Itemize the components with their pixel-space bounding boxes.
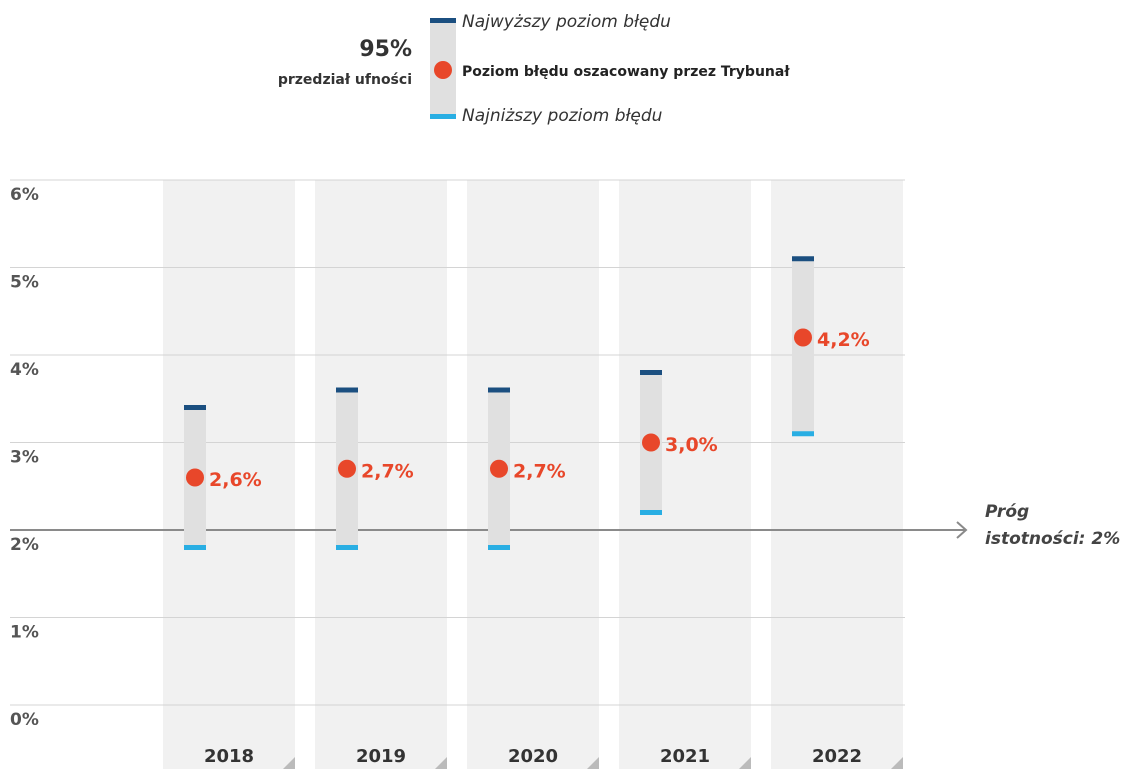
value-label: 3,0% <box>665 434 718 456</box>
y-tick-label: 5% <box>10 273 39 293</box>
band-corner <box>587 757 599 769</box>
lower-cap <box>184 545 206 550</box>
band-corner <box>739 757 751 769</box>
y-tick-label: 2% <box>10 535 39 555</box>
legend-confidence: 95% <box>359 37 412 62</box>
lower-cap <box>488 545 510 550</box>
estimate-dot <box>642 433 660 452</box>
y-tick-label: 6% <box>10 185 39 205</box>
x-tick-label: 2018 <box>204 746 254 767</box>
band-corner <box>435 757 447 769</box>
value-label: 2,6% <box>209 469 262 491</box>
x-tick-label: 2021 <box>660 746 710 767</box>
legend-lower <box>430 114 456 119</box>
x-tick-label: 2019 <box>356 746 406 767</box>
column-band <box>771 180 903 769</box>
value-label: 4,2% <box>817 329 870 351</box>
legend-entry: Poziom błędu oszacowany przez Trybunał <box>462 64 790 80</box>
band-corner <box>283 757 295 769</box>
upper-cap <box>336 387 358 393</box>
lower-cap <box>336 545 358 550</box>
legend-entry: Najwyższy poziom błędu <box>462 12 671 32</box>
legend-confidence-label: przedział ufności <box>278 72 412 88</box>
y-tick-label: 3% <box>10 448 39 468</box>
lower-cap <box>640 510 662 515</box>
y-tick-label: 1% <box>10 623 39 643</box>
estimate-dot <box>490 459 508 478</box>
legend-entry: Najniższy poziom błędu <box>462 106 663 126</box>
y-tick-label: 4% <box>10 360 39 380</box>
upper-cap <box>184 405 206 410</box>
estimate-dot <box>794 328 812 347</box>
x-tick-label: 2020 <box>508 746 558 767</box>
upper-cap <box>488 387 510 393</box>
x-tick-label: 2022 <box>812 746 862 767</box>
threshold-label: istotności: 2% <box>985 529 1120 549</box>
threshold-label: Próg <box>985 502 1029 522</box>
upper-cap <box>792 256 814 262</box>
y-tick-label: 0% <box>10 710 39 730</box>
estimate-dot <box>338 459 356 478</box>
upper-cap <box>640 370 662 375</box>
legend-dot <box>434 61 452 79</box>
lower-cap <box>792 431 814 437</box>
column-band <box>619 180 751 769</box>
legend-upper <box>430 18 456 23</box>
value-label: 2,7% <box>513 460 566 482</box>
estimate-dot <box>186 468 204 487</box>
band-corner <box>891 757 903 769</box>
threshold-arrow <box>956 521 968 539</box>
value-label: 2,7% <box>361 460 414 482</box>
